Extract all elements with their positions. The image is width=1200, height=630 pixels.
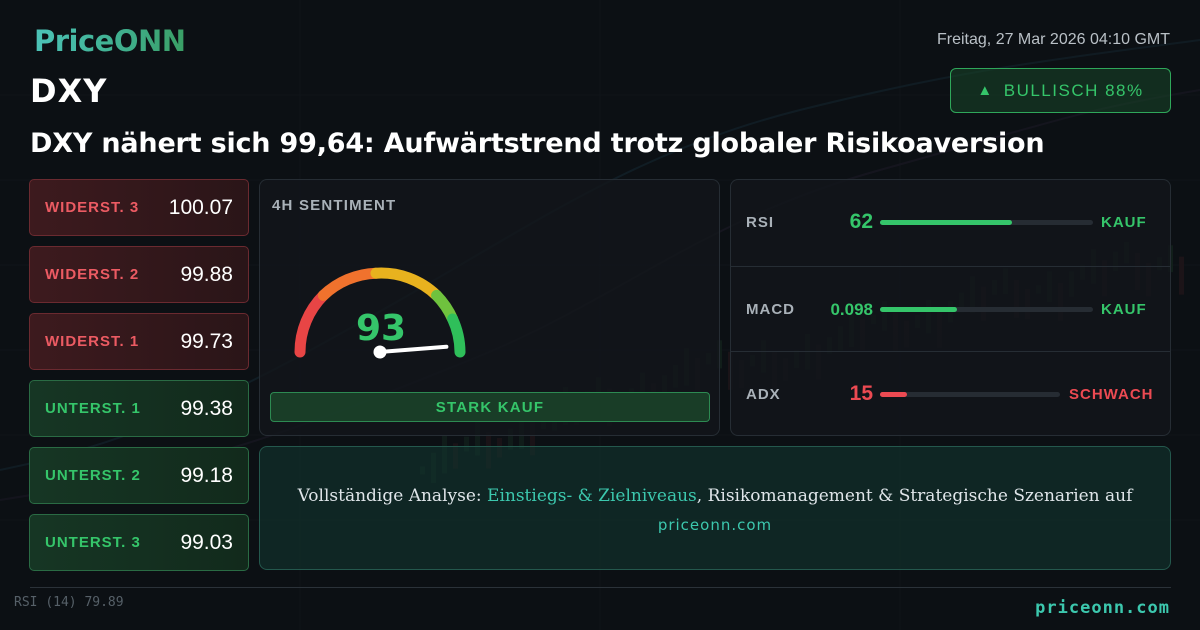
background-rsi-label: RSI (14) 79.89 bbox=[14, 595, 124, 610]
level-support-1: UNTERST. 1 99.38 bbox=[29, 380, 249, 437]
level-support-2: UNTERST. 2 99.18 bbox=[29, 447, 249, 504]
sentiment-panel: 4H SENTIMENT 93 STARK KAUF bbox=[259, 179, 720, 436]
cta-prefix: Vollständige Analyse: bbox=[297, 486, 488, 506]
level-resistance-3: WIDERST. 3 100.07 bbox=[29, 179, 249, 236]
gauge-segment-red bbox=[294, 289, 329, 358]
headline: DXY nähert sich 99,64: Aufwärtstrend tro… bbox=[30, 128, 1045, 159]
indicator-bar bbox=[880, 392, 1060, 397]
analysis-cta[interactable]: Vollständige Analyse: Einstiegs- & Zieln… bbox=[259, 446, 1171, 570]
gauge-segment-orange bbox=[317, 267, 382, 301]
footer-divider bbox=[30, 587, 1171, 588]
level-resistance-1: WIDERST. 1 99.73 bbox=[29, 313, 249, 370]
level-value: 100.07 bbox=[168, 195, 233, 219]
level-name: WIDERST. 2 bbox=[45, 266, 140, 283]
level-name: UNTERST. 2 bbox=[45, 467, 141, 484]
level-value: 99.18 bbox=[180, 463, 233, 487]
indicator-bar bbox=[880, 220, 1093, 225]
level-name: UNTERST. 3 bbox=[45, 534, 141, 551]
indicator-bar-fill bbox=[880, 392, 907, 397]
cta-text: Vollständige Analyse: Einstiegs- & Zieln… bbox=[260, 486, 1170, 506]
indicator-value: 0.098 bbox=[830, 300, 873, 319]
level-support-3: UNTERST. 3 99.03 bbox=[29, 514, 249, 571]
indicator-macd: MACD 0.098 KAUF bbox=[731, 266, 1170, 351]
level-value: 99.88 bbox=[180, 262, 233, 286]
datetime: Freitag, 27 Mar 2026 04:10 GMT bbox=[937, 31, 1170, 48]
level-resistance-2: WIDERST. 2 99.88 bbox=[29, 246, 249, 303]
indicator-signal: KAUF bbox=[1101, 301, 1147, 318]
level-value: 99.73 bbox=[180, 329, 233, 353]
indicator-signal: SCHWACH bbox=[1069, 386, 1154, 403]
symbol-title: DXY bbox=[30, 72, 108, 110]
level-value: 99.38 bbox=[180, 396, 233, 420]
indicator-name: RSI bbox=[746, 214, 775, 231]
level-value: 99.03 bbox=[180, 530, 233, 554]
indicator-bar-fill bbox=[880, 307, 957, 312]
indicator-value: 15 bbox=[849, 382, 873, 405]
indicator-adx: ADX 15 SCHWACH bbox=[731, 351, 1170, 436]
indicator-name: MACD bbox=[746, 301, 795, 318]
footer-brand-link[interactable]: priceonn.com bbox=[1035, 598, 1170, 618]
gauge-segment-green bbox=[447, 313, 466, 358]
badge-label: BULLISCH 88% bbox=[1003, 80, 1144, 100]
indicators-panel: RSI 62 KAUF MACD 0.098 KAUF ADX 15 SCHWA… bbox=[730, 179, 1171, 436]
gauge-hub bbox=[373, 345, 387, 359]
level-name: WIDERST. 1 bbox=[45, 333, 140, 350]
indicator-rsi: RSI 62 KAUF bbox=[731, 180, 1170, 265]
cta-highlight[interactable]: Einstiegs- & Zielniveaus bbox=[487, 486, 697, 506]
indicator-bar-fill bbox=[880, 220, 1013, 225]
sentiment-title: 4H SENTIMENT bbox=[272, 197, 397, 214]
indicator-name: ADX bbox=[746, 386, 781, 403]
bullish-badge: ▲ BULLISCH 88% bbox=[950, 68, 1171, 113]
indicator-signal: KAUF bbox=[1101, 214, 1147, 231]
level-name: WIDERST. 3 bbox=[45, 199, 140, 216]
sentiment-signal: STARK KAUF bbox=[270, 392, 710, 422]
brand-logo[interactable]: PriceONN bbox=[34, 24, 186, 58]
cta-link[interactable]: priceonn.com bbox=[657, 516, 773, 534]
rsi-period: (14) bbox=[45, 595, 77, 610]
rsi-value: 79.89 bbox=[84, 595, 124, 610]
sentiment-score: 93 bbox=[356, 308, 407, 349]
indicator-bar bbox=[880, 307, 1093, 312]
cta-suffix: , Risikomanagement & Strategische Szenar… bbox=[696, 486, 1133, 506]
up-arrow-icon: ▲ bbox=[977, 82, 994, 99]
level-name: UNTERST. 1 bbox=[45, 400, 141, 417]
gauge-segment-yellow bbox=[370, 267, 443, 301]
rsi-label: RSI bbox=[14, 595, 38, 610]
sentiment-gauge bbox=[294, 267, 466, 359]
gauge-needle bbox=[378, 344, 449, 354]
indicator-value: 62 bbox=[849, 210, 873, 233]
